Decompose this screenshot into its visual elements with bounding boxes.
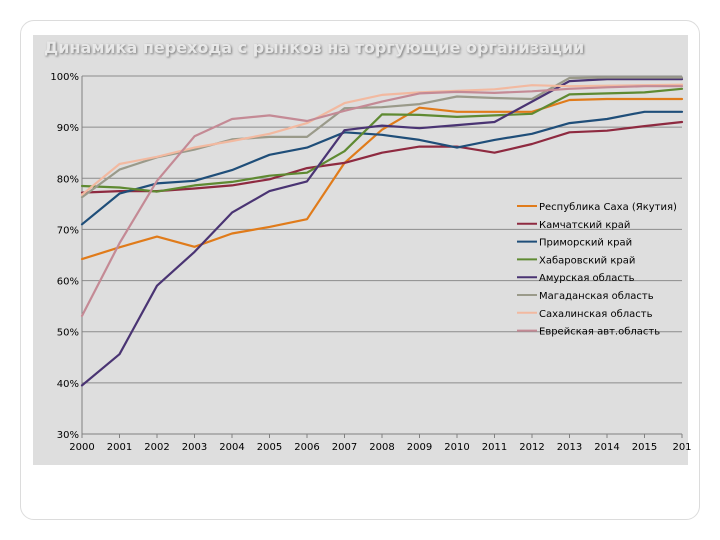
x-tick-label: 2009 <box>407 442 432 453</box>
x-tick-label: 2013 <box>557 442 582 453</box>
series-line-1 <box>80 97 684 261</box>
x-tick-label: 2001 <box>107 442 132 453</box>
x-tick-label: 2005 <box>257 442 282 453</box>
y-tick-label: 70% <box>57 225 79 236</box>
legend-label: Камчатский край <box>539 220 630 231</box>
x-tick-label: 2007 <box>332 442 357 453</box>
x-tick-label: 2004 <box>219 442 244 453</box>
legend-label: Сахалинская область <box>539 309 653 320</box>
x-tick-label: 2006 <box>294 442 319 453</box>
legend-label: Еврейская авт.область <box>539 327 660 338</box>
y-tick-label: 40% <box>57 379 79 390</box>
legend-label: Амурская область <box>539 273 635 284</box>
legend: Республика Саха (Якутия) Камчатский край П… <box>517 202 677 338</box>
y-tick-label: 80% <box>57 174 79 185</box>
x-tick-label: 2015 <box>632 442 657 453</box>
y-tick-label: 60% <box>57 277 79 288</box>
series-line-4 <box>80 87 684 193</box>
x-tick-label: 2011 <box>482 442 507 453</box>
y-tick-label: 100% <box>50 72 79 83</box>
series-line-5 <box>80 77 684 387</box>
gridlines <box>82 75 682 384</box>
x-tick-label: 201 <box>672 442 691 453</box>
x-tick-label: 2000 <box>69 442 94 453</box>
legend-label: Республика Саха (Якутия) <box>539 202 677 213</box>
series-line-3 <box>80 110 684 226</box>
y-axis-ticks: 30% 40% 50% 60% 70% 80% 90% 100% <box>50 72 79 441</box>
legend-label: Приморский край <box>539 238 632 249</box>
x-axis-ticks: 2000 2001 2002 2003 2004 2005 2006 2007 2008 2009… <box>69 434 692 453</box>
y-tick-label: 30% <box>57 430 79 441</box>
legend-label: Магаданская область <box>539 291 654 302</box>
x-tick-label: 2010 <box>444 442 469 453</box>
series-line-2 <box>80 120 684 194</box>
x-tick-label: 2012 <box>519 442 544 453</box>
series-lines <box>80 76 684 387</box>
x-tick-label: 2002 <box>144 442 169 453</box>
x-tick-label: 2008 <box>369 442 394 453</box>
x-tick-label: 2003 <box>182 442 207 453</box>
y-tick-label: 50% <box>57 328 79 339</box>
x-tick-label: 2014 <box>594 442 619 453</box>
y-tick-label: 90% <box>57 123 79 134</box>
chart-title: Динамика перехода с рынков на торгующие … <box>44 38 585 57</box>
legend-label: Хабаровский край <box>539 255 635 266</box>
series-line-8 <box>80 85 684 317</box>
